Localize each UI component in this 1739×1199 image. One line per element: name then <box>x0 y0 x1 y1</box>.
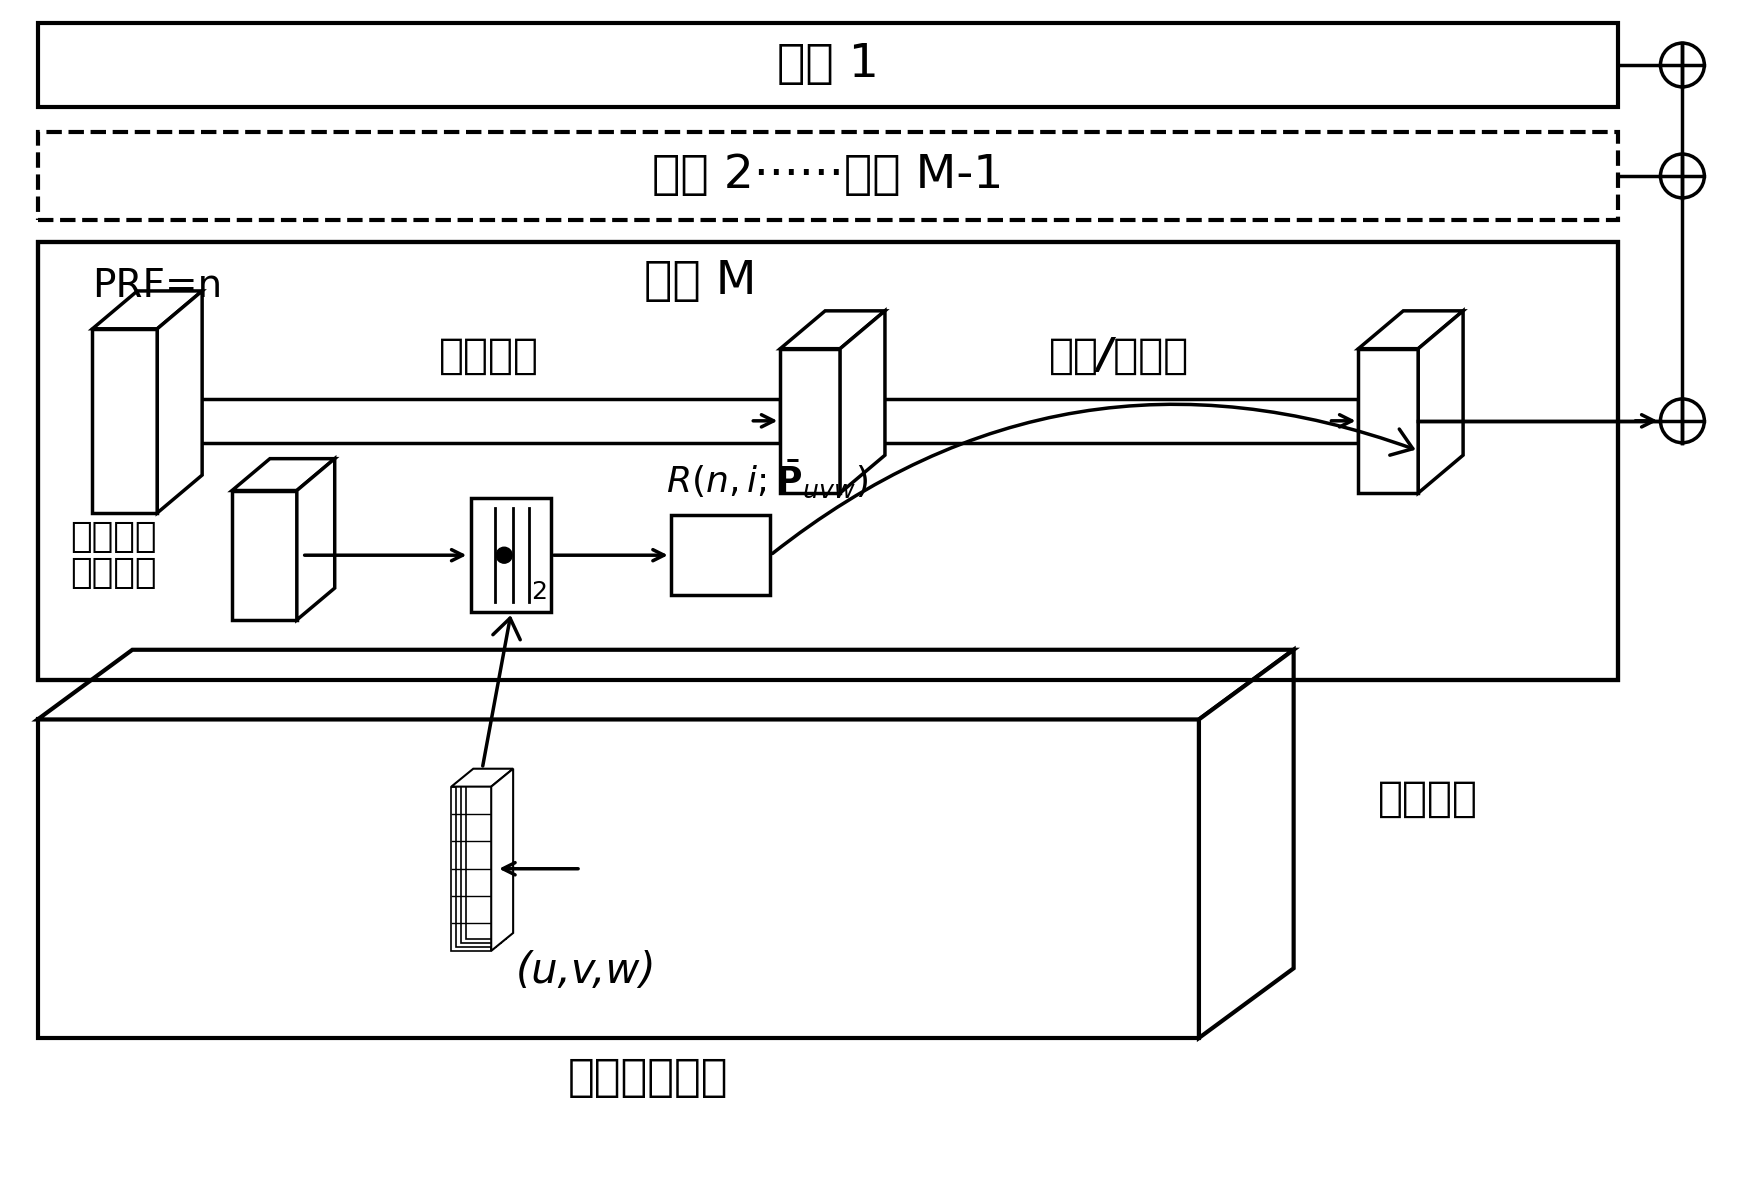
Polygon shape <box>840 311 885 493</box>
Polygon shape <box>490 769 513 951</box>
Bar <box>1358 349 1417 493</box>
Polygon shape <box>297 459 334 620</box>
Text: $R(n,i;\mathbf{\bar{P}}_{uvw})$: $R(n,i;\mathbf{\bar{P}}_{uvw})$ <box>666 458 868 500</box>
Bar <box>38 242 1617 680</box>
FancyArrowPatch shape <box>772 404 1412 554</box>
Bar <box>466 775 506 939</box>
Bar <box>231 490 297 620</box>
Circle shape <box>496 547 511 564</box>
Bar <box>38 23 1617 107</box>
Bar <box>157 399 779 442</box>
Bar <box>456 783 496 947</box>
Bar <box>450 787 490 951</box>
Polygon shape <box>92 291 202 329</box>
Polygon shape <box>1358 311 1462 349</box>
Text: 通道 1: 通道 1 <box>776 42 878 88</box>
Polygon shape <box>231 459 334 490</box>
Text: 距离押缩: 距离押缩 <box>438 336 539 378</box>
Polygon shape <box>1198 650 1292 1038</box>
Bar <box>461 778 501 942</box>
Bar <box>670 516 770 595</box>
Text: PRF=n: PRF=n <box>92 267 223 306</box>
Polygon shape <box>450 769 513 787</box>
Bar <box>38 719 1198 1038</box>
Bar <box>840 399 1358 442</box>
Text: 通道 2······通道 M-1: 通道 2······通道 M-1 <box>652 153 1003 199</box>
Bar <box>38 132 1617 219</box>
Text: 通道 M: 通道 M <box>643 259 756 305</box>
Text: (u,v,w): (u,v,w) <box>516 950 656 992</box>
Polygon shape <box>157 291 202 513</box>
Text: 2: 2 <box>530 580 546 604</box>
Polygon shape <box>1417 311 1462 493</box>
Bar <box>92 329 157 513</box>
Bar <box>471 498 551 613</box>
Polygon shape <box>779 311 885 349</box>
Text: 中心轨迹: 中心轨迹 <box>71 556 157 590</box>
Polygon shape <box>38 650 1292 719</box>
Text: 天线相位: 天线相位 <box>71 520 157 554</box>
FancyArrowPatch shape <box>482 619 520 766</box>
Text: 三维成像空间: 三维成像空间 <box>567 1056 729 1099</box>
Text: 内差/重采样: 内差/重采样 <box>1049 336 1189 378</box>
Bar <box>38 242 1617 680</box>
Bar <box>779 349 840 493</box>
Text: 相干累加: 相干累加 <box>1377 778 1478 820</box>
